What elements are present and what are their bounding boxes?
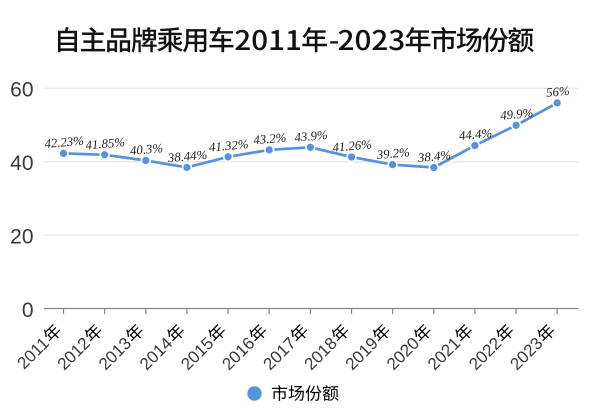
svg-text:42.23%: 42.23%: [44, 134, 85, 151]
svg-text:20: 20: [10, 226, 33, 249]
svg-text:60: 60: [10, 79, 33, 102]
svg-text:40: 40: [10, 152, 33, 175]
svg-text:44.4%: 44.4%: [458, 126, 492, 143]
svg-text:38.44%: 38.44%: [166, 148, 208, 165]
svg-text:0: 0: [22, 299, 34, 322]
svg-text:56%: 56%: [546, 84, 571, 100]
svg-text:39.2%: 39.2%: [375, 145, 410, 162]
svg-text:43.9%: 43.9%: [294, 128, 328, 145]
svg-text:43.2%: 43.2%: [253, 131, 287, 148]
svg-text:38.4%: 38.4%: [416, 148, 451, 165]
svg-text:41.85%: 41.85%: [85, 135, 126, 152]
svg-text:41.32%: 41.32%: [208, 137, 249, 154]
svg-text:49.9%: 49.9%: [500, 106, 534, 123]
svg-text:40.3%: 40.3%: [129, 141, 163, 158]
svg-text:41.26%: 41.26%: [332, 137, 373, 154]
